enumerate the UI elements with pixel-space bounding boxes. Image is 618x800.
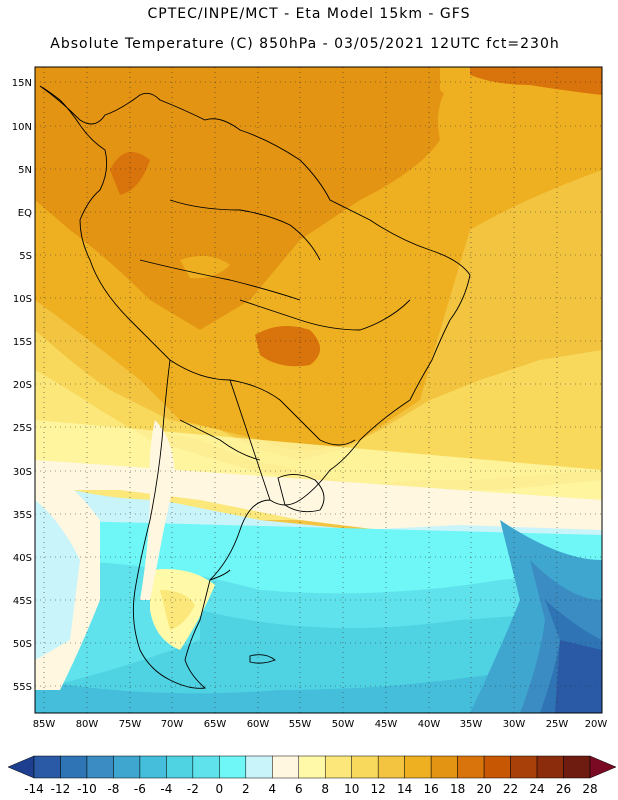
colorbar-label: 14 — [397, 782, 412, 796]
temperature-field — [35, 67, 602, 713]
longitude-labels: 85W 80W 75W 70W 65W 60W 55W 50W 45W 40W … — [33, 719, 608, 730]
colorbar-label: 8 — [321, 782, 329, 796]
colorbar-label: 6 — [295, 782, 303, 796]
colorbar-label: 12 — [371, 782, 386, 796]
colorbar-swatch — [298, 755, 326, 779]
colorbar-swatch — [245, 755, 273, 779]
colorbar-swatch — [272, 755, 300, 779]
lat-label: 20S — [13, 380, 32, 391]
colorbar-labels: -14 -12 -10 -8 -6 -4 -2 0 2 4 6 8 10 12 14 16 18 20 22 24 26… — [24, 782, 597, 796]
colorbar-label: -14 — [24, 782, 44, 796]
lat-label: 15S — [13, 337, 32, 348]
colorbar-label: 4 — [268, 782, 276, 796]
lon-label: 80W — [76, 719, 99, 730]
colorbar-label: 24 — [529, 782, 544, 796]
lon-label: 65W — [204, 719, 227, 730]
lon-label: 40W — [418, 719, 441, 730]
colorbar-swatch — [86, 755, 114, 779]
lat-label: 5S — [19, 251, 32, 262]
colorbar-swatch — [430, 755, 458, 779]
colorbar-arrow-high — [589, 755, 617, 779]
lat-label: 30S — [13, 467, 32, 478]
lon-label: 60W — [247, 719, 270, 730]
colorbar-swatch — [351, 755, 379, 779]
colorbar-label: -10 — [77, 782, 97, 796]
colorbar-swatch — [113, 755, 141, 779]
lon-label: 70W — [161, 719, 184, 730]
colorbar-arrow-low — [7, 755, 35, 779]
lon-label: 45W — [375, 719, 398, 730]
colorbar-label: 26 — [556, 782, 571, 796]
lon-label: 20W — [585, 719, 608, 730]
colorbar-label: 28 — [582, 782, 597, 796]
colorbar-label: 20 — [476, 782, 491, 796]
lon-label: 85W — [33, 719, 56, 730]
colorbar-swatch — [404, 755, 432, 779]
colorbar-swatch — [377, 755, 405, 779]
colorbar-swatch — [324, 755, 352, 779]
colorbar-swatch — [510, 755, 538, 779]
colorbar-swatch — [166, 755, 194, 779]
lat-label: 10N — [12, 122, 32, 133]
lat-label: 50S — [13, 639, 32, 650]
colorbar-swatch — [563, 755, 591, 779]
colorbar-label: 16 — [424, 782, 439, 796]
lat-label: 5N — [18, 165, 32, 176]
lat-label: 10S — [13, 294, 32, 305]
colorbar-label: 2 — [242, 782, 250, 796]
colorbar-label: -2 — [187, 782, 199, 796]
colorbar-label: -6 — [134, 782, 146, 796]
lat-label: 15N — [12, 78, 32, 89]
colorbar-label: -8 — [107, 782, 119, 796]
lat-label: EQ — [18, 208, 32, 219]
country-borders — [39, 85, 471, 689]
colorbar — [7, 755, 617, 779]
latitude-labels: 15N 10N 5N EQ 5S 10S 15S 20S 25S 30S 35S… — [12, 78, 32, 693]
lon-label: 35W — [460, 719, 483, 730]
colorbar-swatch — [139, 755, 167, 779]
map-frame — [34, 66, 603, 714]
lat-label: 55S — [13, 682, 32, 693]
chart-title-line2: Absolute Temperature (C) 850hPa - 03/05/… — [50, 36, 560, 52]
lat-label: 40S — [13, 553, 32, 564]
lat-label: 25S — [13, 423, 32, 434]
lat-label: 35S — [13, 510, 32, 521]
colorbar-swatch — [192, 755, 220, 779]
colorbar-swatch — [60, 755, 88, 779]
colorbar-label: -4 — [160, 782, 172, 796]
lon-label: 30W — [503, 719, 526, 730]
colorbar-label: 10 — [344, 782, 359, 796]
colorbar-label: 18 — [450, 782, 465, 796]
lon-label: 75W — [119, 719, 142, 730]
colorbar-swatch — [219, 755, 247, 779]
lon-label: 50W — [332, 719, 355, 730]
colorbar-label: -12 — [51, 782, 71, 796]
colorbar-label: 22 — [503, 782, 518, 796]
colorbar-swatch — [536, 755, 564, 779]
colorbar-label: 0 — [216, 782, 224, 796]
colorbar-swatch — [457, 755, 485, 779]
colorbar-swatch — [33, 755, 61, 779]
lat-label: 45S — [13, 596, 32, 607]
colorbar-swatch — [483, 755, 511, 779]
chart-title-line1: CPTEC/INPE/MCT - Eta Model 15km - GFS — [147, 6, 471, 22]
lon-label: 55W — [289, 719, 312, 730]
lon-label: 25W — [546, 719, 569, 730]
